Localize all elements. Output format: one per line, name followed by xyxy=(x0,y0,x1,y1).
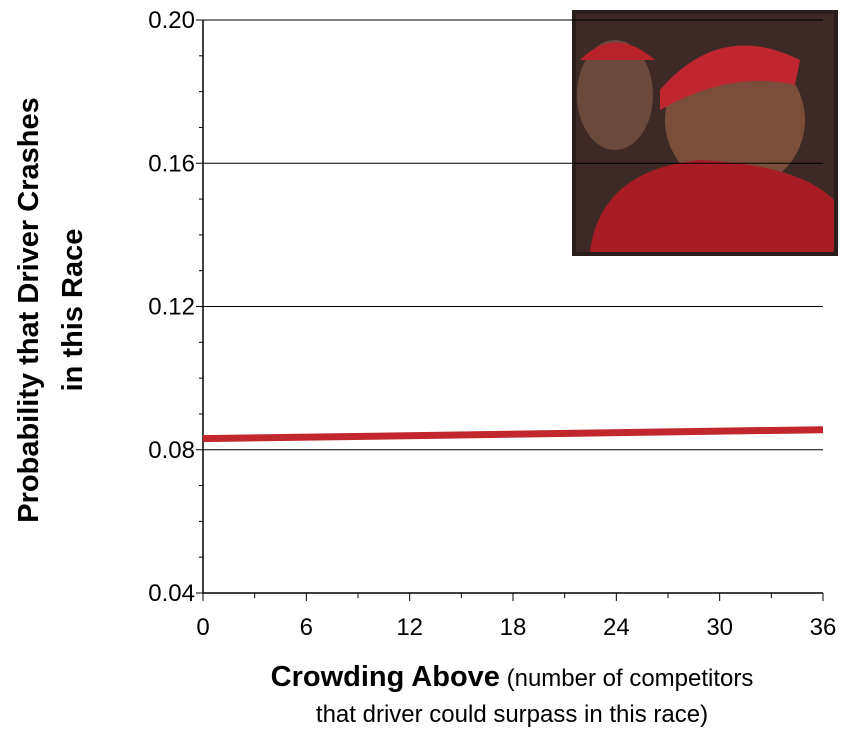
line-series xyxy=(202,426,824,443)
y-axis-title: in this Race xyxy=(57,229,89,392)
y-tick-label: 0.08 xyxy=(148,437,195,464)
x-tick-label: 18 xyxy=(500,614,527,641)
photo-suit xyxy=(590,160,834,252)
x-tick-label: 12 xyxy=(396,614,423,641)
y-tick-label: 0.16 xyxy=(148,150,195,177)
x-tick-label: 6 xyxy=(300,614,313,641)
y-tick-label: 0.20 xyxy=(148,7,195,34)
x-axis-title: Crowding Above (number of competitors xyxy=(271,661,754,693)
photo-figure xyxy=(577,40,653,150)
y-axis-title: Probability that Driver Crashes xyxy=(13,97,45,522)
x-tick-label: 30 xyxy=(706,614,733,641)
x-axis-note: that driver could surpass in this race) xyxy=(316,701,708,728)
photo xyxy=(572,10,838,256)
photo-cap xyxy=(660,45,800,111)
y-tick-label: 0.12 xyxy=(148,294,195,321)
x-tick-label: 24 xyxy=(603,614,630,641)
y-tick-label: 0.04 xyxy=(148,580,195,607)
x-axis-note: (number of competitors xyxy=(507,665,754,692)
x-tick-label: 0 xyxy=(196,614,209,641)
x-tick-label: 36 xyxy=(810,614,837,641)
x-axis-title-main: Crowding Above xyxy=(271,661,500,693)
photo-cap xyxy=(580,42,655,60)
